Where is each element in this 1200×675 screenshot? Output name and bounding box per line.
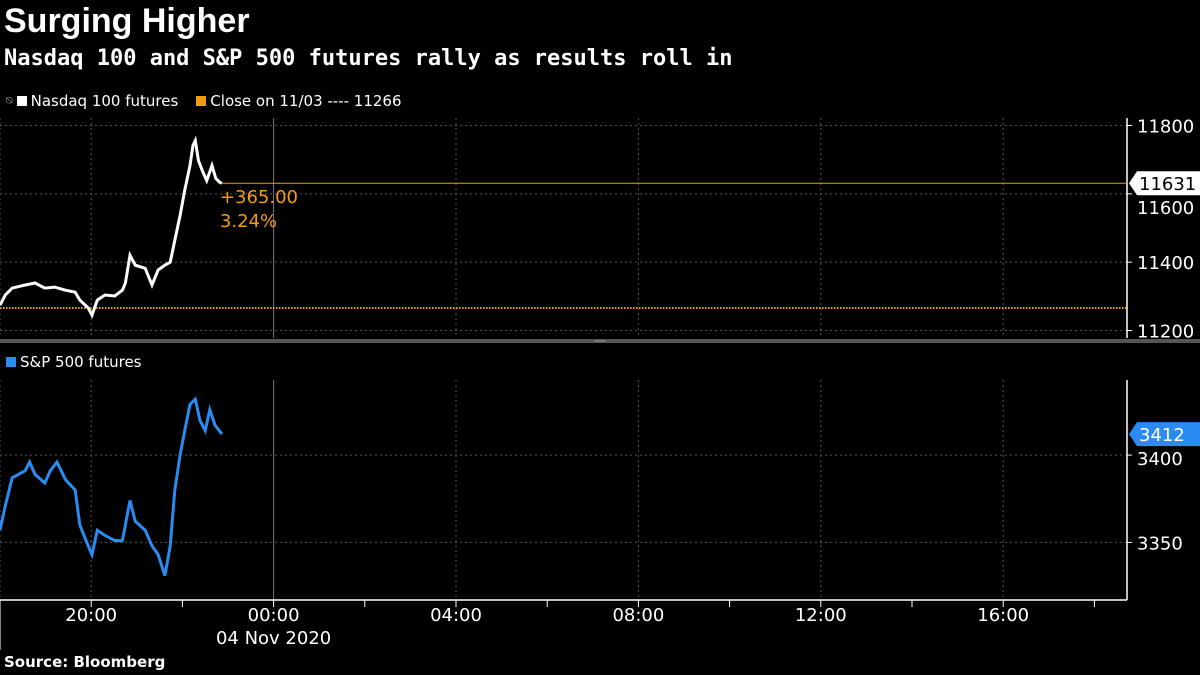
last-value-tag bbox=[1129, 422, 1200, 447]
legend-nasdaq: Nasdaq 100 futures bbox=[30, 92, 179, 110]
chart-subtitle: Nasdaq 100 and S&P 500 futures rally as … bbox=[4, 46, 733, 71]
x-tick-label: 08:00 bbox=[612, 605, 664, 626]
sp-swatch bbox=[6, 357, 16, 367]
y-tick-label: 11600 bbox=[1137, 198, 1194, 219]
percent-annotation: 3.24% bbox=[220, 211, 277, 232]
last-value-label: 11631 bbox=[1139, 174, 1196, 195]
source-note: Source: Bloomberg bbox=[4, 653, 166, 671]
y-tick-label: 11400 bbox=[1137, 253, 1194, 274]
x-tick-label: 12:00 bbox=[795, 605, 847, 626]
legend-top: ⍉ Nasdaq 100 futures Close on 11/03 ----… bbox=[6, 92, 402, 110]
legend-sp: S&P 500 futures bbox=[20, 353, 142, 371]
series-line bbox=[0, 396, 224, 577]
y-tick-label: 11800 bbox=[1137, 117, 1194, 138]
x-tick-label: 20:00 bbox=[65, 605, 117, 626]
last-value-label: 3412 bbox=[1139, 425, 1185, 446]
change-annotation: +365.00 bbox=[220, 187, 298, 208]
x-date-label: 04 Nov 2020 bbox=[216, 628, 331, 649]
series-line bbox=[0, 135, 223, 319]
y-tick-label: 3400 bbox=[1137, 449, 1183, 470]
last-value-tag bbox=[1129, 171, 1200, 196]
y-tick-label: 3350 bbox=[1137, 533, 1183, 554]
y-tick-label: 11200 bbox=[1137, 321, 1194, 342]
legend-close: Close on 11/03 ---- 11266 bbox=[210, 92, 402, 110]
nasdaq-swatch bbox=[16, 96, 27, 106]
legend-bottom: S&P 500 futures bbox=[6, 353, 142, 371]
chart-title: Surging Higher bbox=[4, 2, 250, 40]
x-tick-label: 04:00 bbox=[430, 605, 482, 626]
pin-icon[interactable]: ⍉ bbox=[6, 94, 13, 107]
x-tick-label: 00:00 bbox=[248, 605, 300, 626]
x-tick-label: 16:00 bbox=[977, 605, 1029, 626]
close-swatch bbox=[196, 96, 207, 106]
